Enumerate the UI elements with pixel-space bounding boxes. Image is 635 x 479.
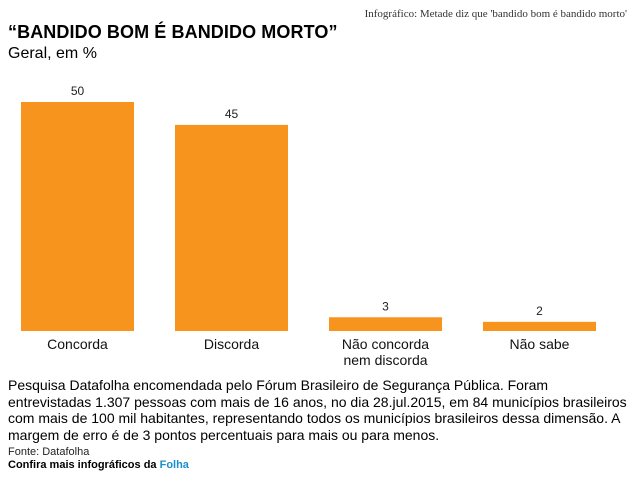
- bar-2: [175, 124, 288, 332]
- value-label-2: 45: [225, 107, 239, 121]
- category-label-4: Não sabe: [510, 336, 570, 352]
- bar-1: [21, 102, 134, 331]
- more-infographics-line: Confira mais infográficos da Folha: [8, 459, 189, 471]
- value-label-3: 3: [382, 299, 389, 313]
- methodology-note: Pesquisa Datafolha encomendada pelo Fóru…: [8, 377, 627, 443]
- bar-4: [483, 321, 596, 331]
- more-infographics-prefix: Confira mais infográficos da: [8, 459, 160, 471]
- value-label-1: 50: [71, 84, 85, 98]
- chart-subtitle: Geral, em %: [8, 45, 97, 62]
- category-label-3: Não concorda nem discorda: [342, 336, 429, 368]
- page-caption: Infográfico: Metade diz que 'bandido bom…: [364, 8, 627, 20]
- category-label-1: Concorda: [47, 336, 108, 352]
- chart-title: “BANDIDO BOM É BANDIDO MORTO”: [8, 22, 338, 42]
- source-line: Fonte: Datafolha: [8, 446, 90, 458]
- value-label-4: 2: [536, 304, 543, 318]
- bar-chart: 50 Concorda 45 Discorda 3 Não concorda nem dis…: [21, 84, 596, 368]
- category-label-2: Discorda: [204, 336, 259, 352]
- folha-link[interactable]: Folha: [159, 459, 189, 471]
- bar-3: [329, 317, 442, 331]
